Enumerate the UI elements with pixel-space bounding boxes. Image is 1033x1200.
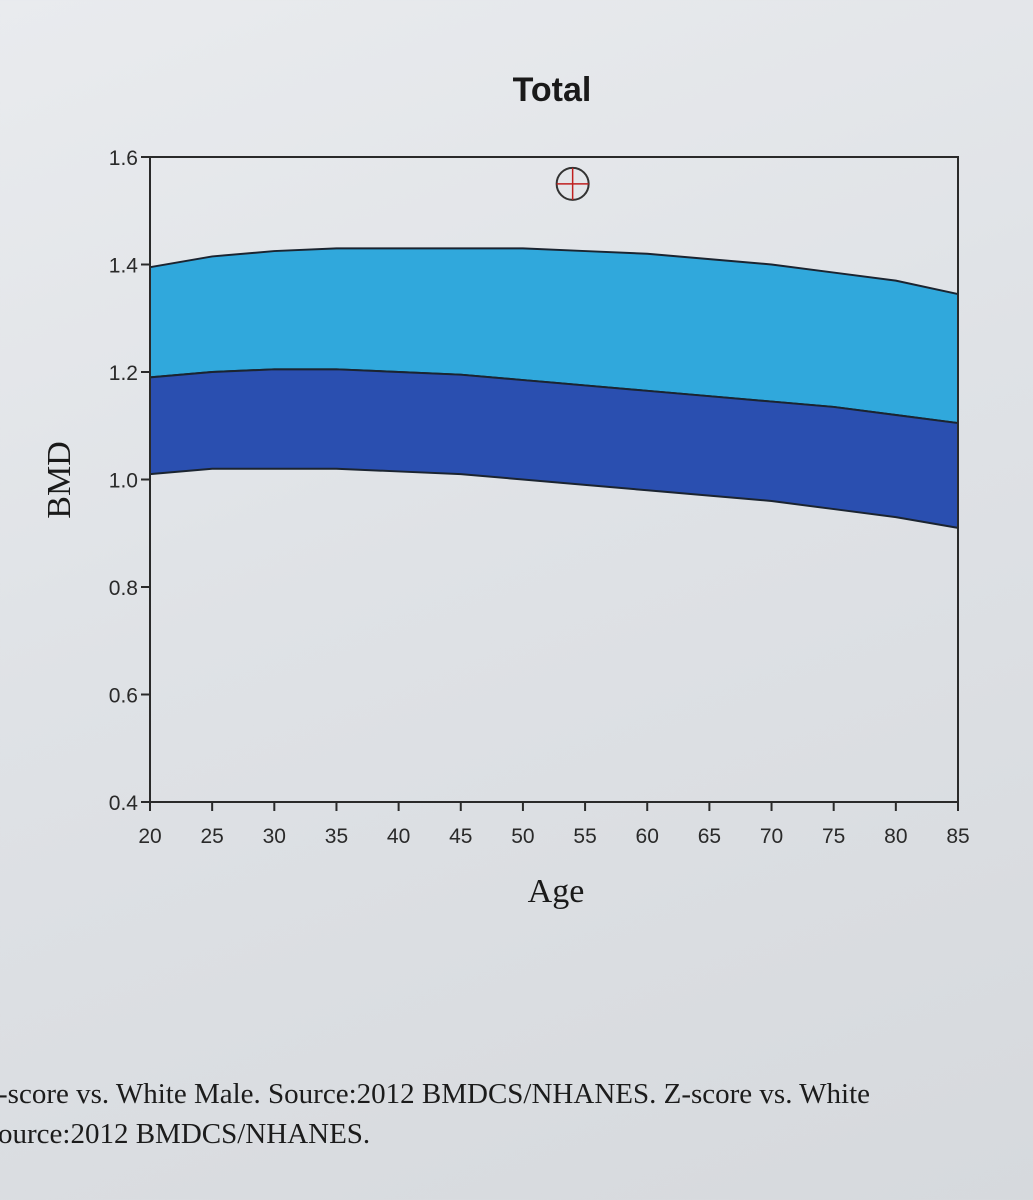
x-axis: 20 25 30 35 40 45 50 55 60 65 70 75 80 85	[138, 802, 970, 848]
y-axis: 1.6 1.4 1.2 1.0 0.8 0.6 0.4	[109, 147, 150, 815]
caption-line-2: ource:2012 BMDCS/NHANES.	[0, 1118, 371, 1150]
x-tick-label: 55	[573, 825, 596, 848]
band-1-upper-line	[149, 247, 959, 296]
band-2-upper-line	[149, 368, 959, 425]
x-tick-label: 65	[698, 825, 721, 848]
x-tick-label: 75	[822, 825, 845, 848]
band-1	[150, 248, 958, 424]
band-2-lower-line	[149, 467, 959, 529]
y-tick-label: 1.6	[109, 147, 138, 170]
band-2	[150, 369, 958, 528]
x-tick-label: 80	[884, 825, 907, 848]
x-tick-label: 60	[636, 825, 659, 848]
reference-bands	[149, 247, 959, 529]
x-tick-label: 25	[200, 825, 223, 848]
caption-line-1: -score vs. White Male. Source:2012 BMDCS…	[0, 1078, 871, 1110]
y-tick-label: 0.4	[109, 792, 139, 815]
y-tick-label: 1.4	[109, 255, 139, 278]
y-axis-label: BMD	[41, 441, 78, 518]
x-axis-label: Age	[528, 873, 585, 910]
y-tick-label: 1.0	[109, 470, 138, 493]
x-tick-label: 70	[760, 825, 783, 848]
x-tick-label: 30	[263, 825, 286, 848]
chart-title: Total	[513, 71, 592, 109]
x-tick-label: 45	[449, 825, 472, 848]
y-tick-label: 0.8	[109, 577, 138, 600]
bmd-chart: Total 1.6 1.4 1.2 1.0 0.8 0.6 0.4 20 25 30 35 40 45…	[41, 71, 970, 910]
y-tick-label: 0.6	[109, 685, 138, 708]
x-tick-label: 20	[138, 825, 161, 848]
x-tick-label: 40	[387, 825, 410, 848]
y-tick-label: 1.2	[109, 362, 138, 385]
x-tick-label: 35	[325, 825, 348, 848]
x-tick-label: 85	[946, 825, 969, 848]
patient-marker	[555, 166, 590, 201]
x-tick-label: 50	[511, 825, 534, 848]
